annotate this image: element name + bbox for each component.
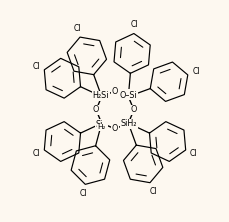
Text: Cl: Cl — [192, 67, 199, 76]
Text: Cl: Cl — [130, 20, 138, 29]
Text: Cl: Cl — [189, 149, 197, 158]
Text: SiH₂: SiH₂ — [120, 119, 137, 128]
Text: Si–: Si– — [95, 120, 107, 129]
Text: O: O — [93, 105, 99, 114]
Text: H₂: H₂ — [124, 89, 132, 95]
Text: H₂Si: H₂Si — [92, 91, 109, 100]
Text: Cl: Cl — [32, 61, 40, 71]
Text: O–Si: O–Si — [119, 91, 137, 100]
Text: O: O — [111, 124, 118, 133]
Text: Cl: Cl — [79, 188, 86, 198]
Text: O: O — [130, 105, 136, 114]
Text: Cl: Cl — [32, 149, 40, 158]
Text: Cl: Cl — [149, 187, 156, 196]
Text: Cl: Cl — [73, 24, 80, 33]
Text: H₂: H₂ — [97, 124, 105, 130]
Text: O: O — [111, 87, 118, 95]
